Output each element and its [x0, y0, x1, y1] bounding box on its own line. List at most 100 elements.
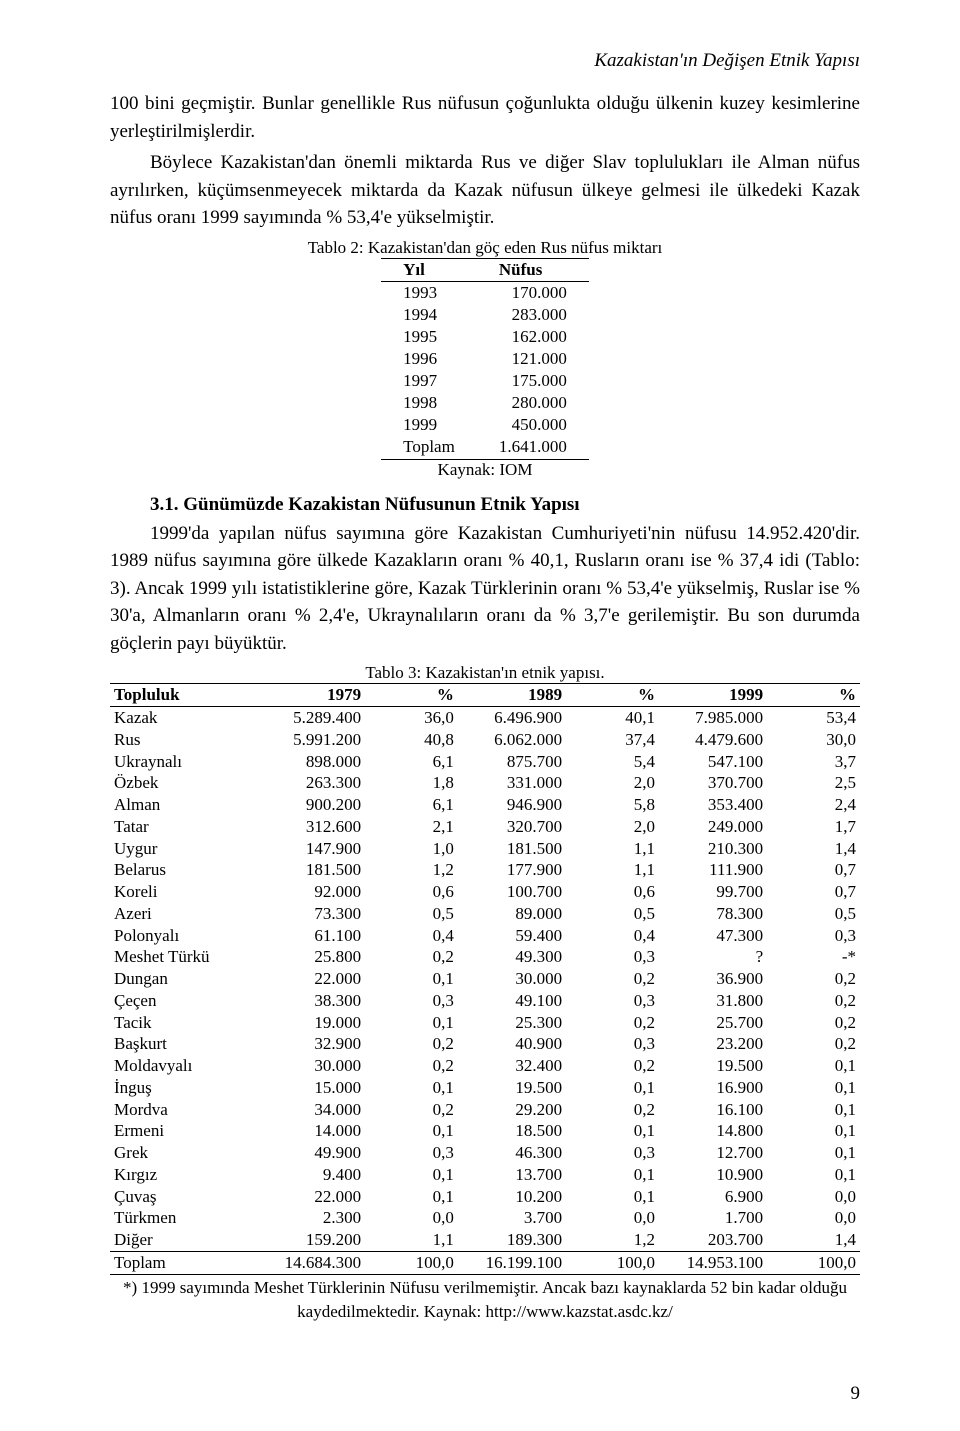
table2-cell-pop: 170.000 — [477, 281, 589, 304]
table3-cell: 0,1 — [365, 1077, 458, 1099]
table3-cell: 14.800 — [659, 1120, 767, 1142]
table3-cell: 0,2 — [365, 1055, 458, 1077]
section-heading: 3.1. Günümüzde Kazakistan Nüfusunun Etni… — [150, 494, 860, 516]
table3-col: 1989 — [458, 684, 566, 707]
table2-cell-pop: 280.000 — [477, 392, 589, 414]
table3-cell: 370.700 — [659, 772, 767, 794]
table3-cell: 99.700 — [659, 881, 767, 903]
table2-cell-year: 1998 — [381, 392, 477, 414]
table3-cell: 5.289.400 — [257, 707, 365, 729]
table3-cell: 49.100 — [458, 990, 566, 1012]
table3-cell: 0,3 — [566, 1142, 659, 1164]
table3: Topluluk1979%1989%1999% Kazak5.289.40036… — [110, 683, 860, 1274]
table3-cell: 0,7 — [767, 881, 860, 903]
table3-cell: 1,4 — [767, 1229, 860, 1251]
paragraph-3: 1999'da yapılan nüfus sayımına göre Kaza… — [110, 520, 860, 658]
table3-cell: Özbek — [110, 772, 257, 794]
table3-cell: 3.700 — [458, 1207, 566, 1229]
table2-cell-pop: 1.641.000 — [477, 436, 589, 459]
table3-cell: 181.500 — [257, 859, 365, 881]
table3-cell: 19.500 — [458, 1077, 566, 1099]
table3-cell: 0,1 — [767, 1099, 860, 1121]
table3-cell: 0,2 — [767, 1033, 860, 1055]
table2-cell-pop: 162.000 — [477, 326, 589, 348]
table3-cell: 0,1 — [767, 1142, 860, 1164]
table3-col: Topluluk — [110, 684, 257, 707]
table3-cell: 1,1 — [566, 838, 659, 860]
table3-cell: 875.700 — [458, 751, 566, 773]
table3-cell: 16.199.100 — [458, 1251, 566, 1274]
table3-cell: 0,0 — [767, 1207, 860, 1229]
table3-cell: 25.300 — [458, 1012, 566, 1034]
table3-cell: 0,3 — [365, 1142, 458, 1164]
table3-cell: 30,0 — [767, 729, 860, 751]
table3-note-b: kaydedilmektedir. Kaynak: http://www.kaz… — [110, 1301, 860, 1323]
table3-cell: 0,2 — [566, 968, 659, 990]
table3-cell: 0,2 — [365, 946, 458, 968]
table3-cell: 59.400 — [458, 925, 566, 947]
table3-cell: 73.300 — [257, 903, 365, 925]
table3-cell: 0,7 — [767, 859, 860, 881]
table3-cell: 111.900 — [659, 859, 767, 881]
table3-cell: 2,4 — [767, 794, 860, 816]
table2-cell-year: 1997 — [381, 370, 477, 392]
table3-cell: Grek — [110, 1142, 257, 1164]
table3-cell: 189.300 — [458, 1229, 566, 1251]
table3-cell: 0,2 — [566, 1055, 659, 1077]
table3-cell: 0,4 — [365, 925, 458, 947]
table3-cell: 46.300 — [458, 1142, 566, 1164]
table2-caption: Tablo 2: Kazakistan'dan göç eden Rus nüf… — [110, 238, 860, 258]
table3-cell: 0,3 — [566, 1033, 659, 1055]
table3-cell: 2.300 — [257, 1207, 365, 1229]
table3-cell: 2,0 — [566, 816, 659, 838]
table3-cell: 9.400 — [257, 1164, 365, 1186]
table3-cell: 14.684.300 — [257, 1251, 365, 1274]
table3-cell: 1,1 — [365, 1229, 458, 1251]
table3-cell: 10.200 — [458, 1186, 566, 1208]
table3-cell: 30.000 — [458, 968, 566, 990]
table3-cell: Meshet Türkü — [110, 946, 257, 968]
table3-cell: Ukraynalı — [110, 751, 257, 773]
table2-cell-year: Toplam — [381, 436, 477, 459]
table3-cell: Koreli — [110, 881, 257, 903]
table2-cell-pop: 450.000 — [477, 414, 589, 436]
table3-cell: 32.900 — [257, 1033, 365, 1055]
table3-cell: 0,3 — [365, 990, 458, 1012]
table3-cell: 177.900 — [458, 859, 566, 881]
table3-cell: 2,1 — [365, 816, 458, 838]
table3-cell: 5,4 — [566, 751, 659, 773]
table3-cell: 25.700 — [659, 1012, 767, 1034]
table3-cell: 100.700 — [458, 881, 566, 903]
table2-cell-pop: 121.000 — [477, 348, 589, 370]
table3-cell: Belarus — [110, 859, 257, 881]
table3-cell: Ermeni — [110, 1120, 257, 1142]
table3-cell: 14.953.100 — [659, 1251, 767, 1274]
table3-cell: 47.300 — [659, 925, 767, 947]
table2-cell-year: 1996 — [381, 348, 477, 370]
table3-cell: 1,2 — [566, 1229, 659, 1251]
table3-cell: 0,1 — [767, 1055, 860, 1077]
table3-cell: 2,0 — [566, 772, 659, 794]
table3-cell: 38.300 — [257, 990, 365, 1012]
table3-cell: 5,8 — [566, 794, 659, 816]
table3-cell: 0,3 — [566, 990, 659, 1012]
table2-cell-year: 1994 — [381, 304, 477, 326]
table3-cell: 1,2 — [365, 859, 458, 881]
table3-cell: 0,1 — [365, 1164, 458, 1186]
table3-cell: 3,7 — [767, 751, 860, 773]
table3-cell: Diğer — [110, 1229, 257, 1251]
table3-cell: 0,1 — [566, 1077, 659, 1099]
table3-cell: Tatar — [110, 816, 257, 838]
table3-cell: 946.900 — [458, 794, 566, 816]
table3-cell: 36,0 — [365, 707, 458, 729]
table3-cell: Toplam — [110, 1251, 257, 1274]
table3-cell: 6.496.900 — [458, 707, 566, 729]
table3-note-a: *) 1999 sayımında Meshet Türklerinin Nüf… — [110, 1277, 860, 1299]
table3-cell: 14.000 — [257, 1120, 365, 1142]
table3-cell: 900.200 — [257, 794, 365, 816]
table3-cell: 0,0 — [365, 1207, 458, 1229]
table3-cell: 0,1 — [365, 1186, 458, 1208]
table3-cell: 100,0 — [365, 1251, 458, 1274]
table3-cell: 13.700 — [458, 1164, 566, 1186]
table3-cell: 0,3 — [767, 925, 860, 947]
